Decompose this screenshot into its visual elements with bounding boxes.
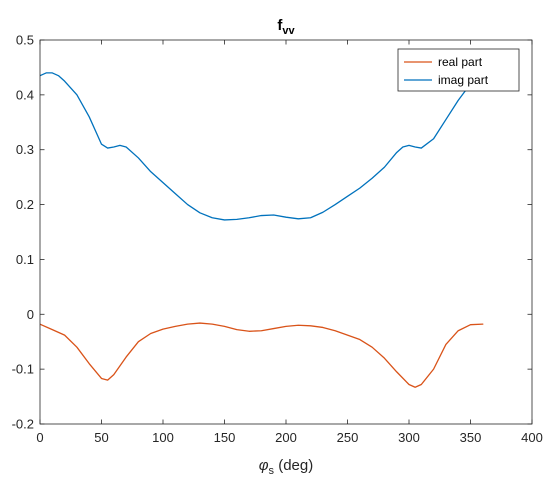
series-line-real-part	[40, 322, 484, 388]
x-tick-label: 250	[337, 430, 359, 445]
x-tick-label: 200	[275, 430, 297, 445]
y-tick-label: 0.5	[16, 33, 34, 48]
x-tick-label: 0	[36, 430, 43, 445]
x-axis-label-subscript: s	[269, 465, 275, 477]
y-tick-label: 0.2	[16, 197, 34, 212]
legend-entry: real part	[438, 55, 483, 69]
x-axis-label-symbol: φ	[259, 457, 269, 474]
x-tick-label: 300	[398, 430, 420, 445]
legend-entry: imag part	[438, 73, 489, 87]
y-tick-label: -0.2	[12, 417, 34, 432]
plot-area	[40, 40, 532, 424]
y-tick-label: 0	[27, 307, 34, 322]
y-tick-label: 0.3	[16, 142, 34, 157]
x-tick-label: 350	[460, 430, 482, 445]
legend-box	[397, 48, 520, 92]
x-tick-label: 150	[214, 430, 236, 445]
chart-title-subscript: vv	[282, 25, 295, 37]
x-tick-label: 50	[94, 430, 108, 445]
series-line-imag-part	[40, 72, 484, 221]
x-axis-label: φs (deg)	[259, 457, 313, 477]
y-tick-label: 0.1	[16, 252, 34, 267]
x-tick-label: 100	[152, 430, 174, 445]
x-axis-label-unit: (deg)	[274, 457, 313, 474]
y-tick-label: -0.1	[12, 362, 34, 377]
x-tick-label: 400	[521, 430, 543, 445]
chart-title: fvv	[277, 17, 295, 37]
chart-title-main: f	[277, 17, 283, 34]
y-tick-label: 0.4	[16, 87, 34, 102]
